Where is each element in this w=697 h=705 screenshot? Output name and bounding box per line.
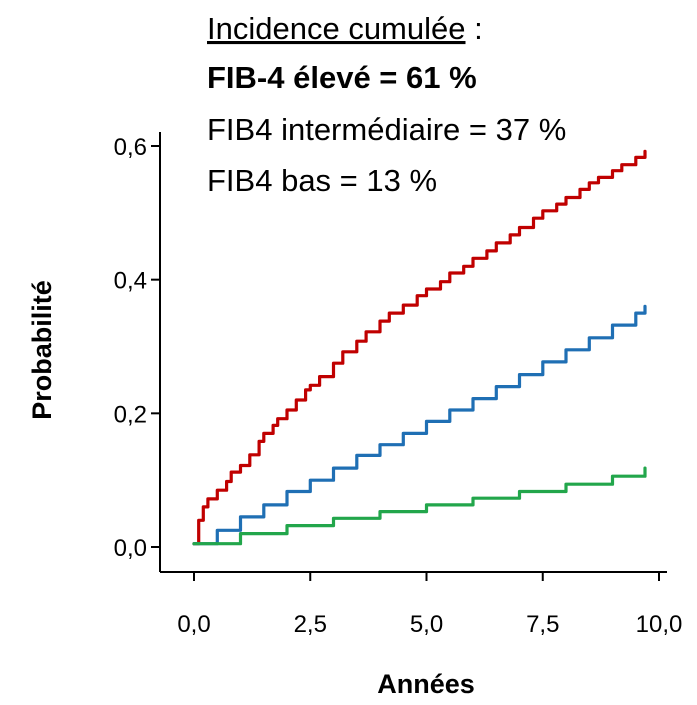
x-axis-title: Années [377, 669, 475, 699]
axes-layer: 0,0 0,2 0,4 0,6 0,0 2,5 5,0 7,5 10,0 [114, 132, 683, 638]
series-fib4-low-line [192, 466, 647, 546]
annotation-line-low: FIB4 bas = 13 % [207, 163, 437, 198]
series-fib4-high-line [192, 149, 647, 546]
x-tick-label: 5,0 [410, 611, 443, 638]
annotation-layer: Incidence cumulée : FIB-4 élevé = 61 % F… [207, 11, 566, 198]
annotation-heading: Incidence cumulée : [207, 11, 483, 46]
y-axis-title: Probabilité [27, 280, 57, 420]
y-tick-label: 0,6 [114, 134, 147, 161]
series-layer [192, 149, 647, 546]
x-tick-label: 7,5 [526, 611, 559, 638]
y-tick-label: 0,4 [114, 268, 147, 295]
x-tick-label: 10,0 [636, 611, 683, 638]
annotation-line-intermediate: FIB4 intermédiaire = 37 % [207, 112, 566, 147]
x-tick-label: 2,5 [294, 611, 327, 638]
annotation-heading-suffix: : [466, 11, 483, 46]
y-tick-label: 0,0 [114, 535, 147, 562]
x-tick-label: 0,0 [177, 611, 210, 638]
annotation-heading-label: Incidence cumulée [207, 11, 466, 46]
annotation-line-high: FIB-4 élevé = 61 % [207, 60, 477, 95]
series-fib4-intermediate-line [192, 304, 647, 546]
y-tick-label: 0,2 [114, 401, 147, 428]
